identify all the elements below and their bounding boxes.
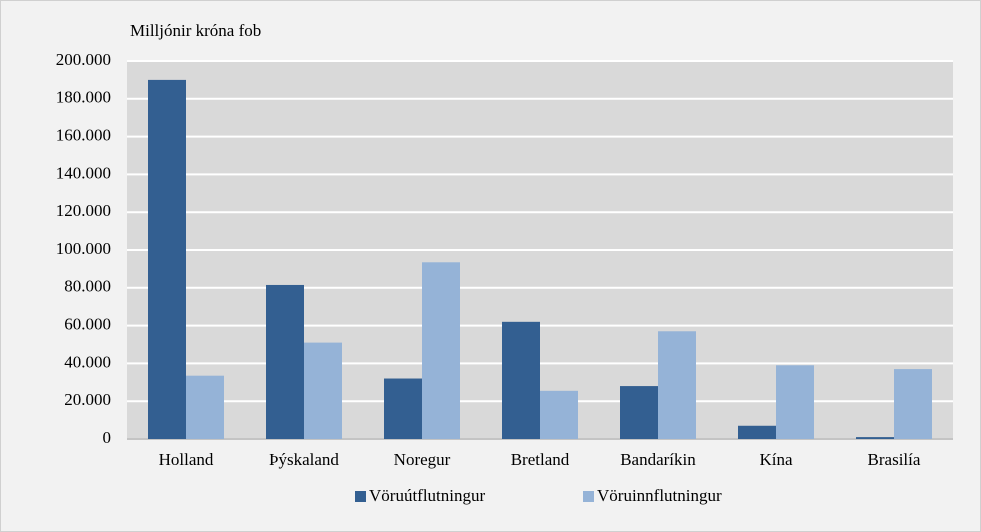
legend-label: Vöruútflutningur [369,486,485,505]
y-axis-label: Milljónir króna fob [130,21,261,40]
y-tick-label: 140.000 [56,163,111,182]
legend-label: Vöruinnflutningur [597,486,722,505]
legend-swatch [355,491,366,502]
bar [894,369,932,439]
x-tick-label: Bandaríkin [620,450,696,469]
bar [502,321,540,439]
bar [856,437,894,439]
x-tick-label: Noregur [394,450,451,469]
bar [304,342,342,439]
y-tick-label: 80.000 [64,277,111,296]
bar [186,375,224,439]
x-tick-label: Holland [159,450,214,469]
y-tick-label: 60.000 [64,315,111,334]
bar [658,331,696,439]
y-tick-label: 20.000 [64,390,111,409]
y-tick-label: 40.000 [64,352,111,371]
legend-swatch [583,491,594,502]
y-tick-label: 180.000 [56,88,111,107]
x-tick-label: Bretland [511,450,570,469]
y-tick-label: 100.000 [56,239,111,258]
x-tick-label: Þýskaland [269,450,339,469]
y-tick-label: 200.000 [56,50,111,69]
bar [776,365,814,439]
bar [384,378,422,439]
y-tick-label: 120.000 [56,201,111,220]
y-tick-label: 0 [103,428,112,447]
x-tick-label: Brasilía [868,450,921,469]
y-tick-label: 160.000 [56,126,111,145]
bar [540,390,578,439]
bar [266,284,304,439]
x-tick-label: Kína [759,450,793,469]
bar [148,79,186,440]
bar [620,386,658,439]
bar [422,262,460,439]
bar [738,425,776,439]
